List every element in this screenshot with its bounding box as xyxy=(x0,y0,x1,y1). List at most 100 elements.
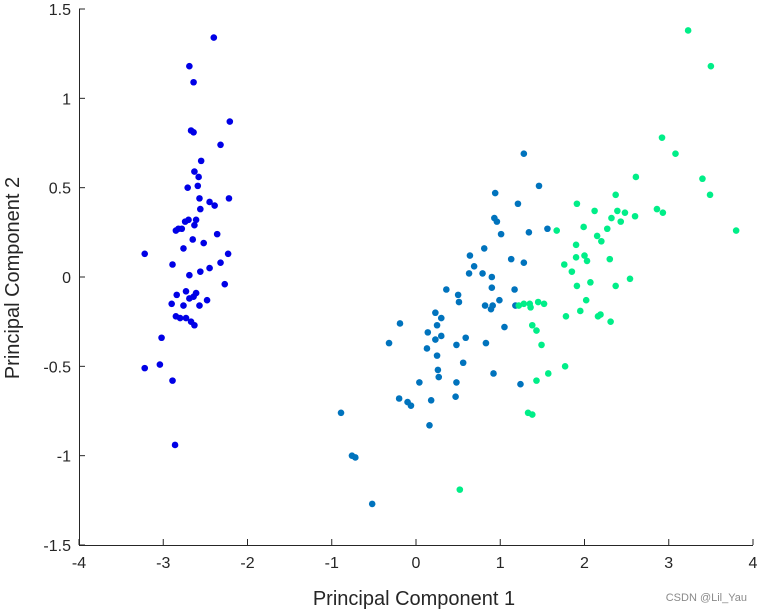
scatter-point-series-2 xyxy=(493,218,501,225)
scatter-point-series-3 xyxy=(607,318,614,325)
x-tick-label: 0 xyxy=(412,555,421,572)
scatter-point-series-3 xyxy=(587,279,594,286)
y-tick-label: 0.5 xyxy=(49,181,71,198)
scatter-point-series-3 xyxy=(572,254,580,261)
scatter-point-series-1 xyxy=(169,261,176,268)
scatter-point-series-2 xyxy=(404,398,411,406)
scatter-point-series-1 xyxy=(197,205,204,213)
scatter-point-series-1 xyxy=(171,441,179,449)
scatter-point-series-3 xyxy=(612,282,619,290)
x-tick-label: 3 xyxy=(664,555,673,572)
scatter-point-series-3 xyxy=(573,282,581,290)
scatter-point-series-2 xyxy=(466,252,474,259)
scatter-point-series-1 xyxy=(176,314,184,322)
scatter-point-series-1 xyxy=(210,34,218,41)
y-axis-ticks: -1.5 -1 -0.5 0 0.5 1 1.5 xyxy=(43,2,85,555)
scatter-point-series-1 xyxy=(194,182,202,190)
scatter-point-series-3 xyxy=(533,377,540,384)
scatter-point-series-1 xyxy=(200,239,207,247)
scatter-point-series-2 xyxy=(337,409,345,417)
x-tick-label: 1 xyxy=(496,555,505,572)
scatter-point-series-3 xyxy=(582,296,590,304)
scatter-point-series-3 xyxy=(528,411,536,418)
scatter-point-series-3 xyxy=(544,370,552,377)
scatter-point-series-1 xyxy=(195,173,202,181)
scatter-point-series-1 xyxy=(189,236,197,243)
scatter-point-series-2 xyxy=(490,370,497,377)
scatter-point-series-3 xyxy=(591,207,598,215)
scatter-point-series-1 xyxy=(196,302,203,309)
scatter-point-series-2 xyxy=(385,339,393,347)
scatter-point-series-1 xyxy=(156,361,164,368)
scatter-point-series-1 xyxy=(178,225,186,233)
x-tick-label: -1 xyxy=(325,555,339,572)
scatter-point-series-2 xyxy=(480,245,488,252)
scatter-point-series-2 xyxy=(416,379,423,386)
scatter-point-series-2 xyxy=(544,225,551,233)
scatter-point-series-1 xyxy=(182,314,190,322)
scatter-point-series-3 xyxy=(580,223,587,231)
scatter-point-series-3 xyxy=(560,261,568,268)
scatter-point-series-3 xyxy=(699,175,706,183)
axes: -4 -3 -2 -1 0 1 2 3 4 -1.5 -1 -0.5 0 0.5 1 1.5 xyxy=(43,2,757,572)
scatter-point-series-3 xyxy=(528,321,536,329)
scatter-point-series-3 xyxy=(562,313,570,320)
scatter-point-series-2 xyxy=(470,262,478,270)
scatter-point-series-3 xyxy=(659,209,667,216)
scatter-point-series-3 xyxy=(456,486,464,493)
scatter-point-series-2 xyxy=(432,336,439,343)
scatter-point-series-3 xyxy=(533,327,540,334)
scatter-point-series-3 xyxy=(581,252,588,259)
scatter-point-series-2 xyxy=(520,259,528,267)
scatter-point-series-1 xyxy=(180,245,187,252)
scatter-point-series-2 xyxy=(424,329,432,336)
scatter-point-series-2 xyxy=(443,286,450,293)
scatter-point-series-2 xyxy=(501,323,508,331)
scatter-point-series-1 xyxy=(181,218,189,225)
scatter-point-series-1 xyxy=(180,302,187,309)
scatter-point-series-2 xyxy=(481,302,489,309)
scatter-point-series-3 xyxy=(540,300,548,308)
scatter-point-series-1 xyxy=(217,259,224,267)
x-axis-ticks: -4 -3 -2 -1 0 1 2 3 4 xyxy=(72,539,758,572)
scatter-point-series-2 xyxy=(488,284,496,292)
scatter-point-series-1 xyxy=(186,271,193,279)
scatter-point-series-2 xyxy=(507,255,515,263)
scatter-point-series-2 xyxy=(497,230,505,238)
scatter-point-series-1 xyxy=(196,195,203,202)
scatter-point-series-1 xyxy=(173,291,181,299)
x-tick-label: 2 xyxy=(580,555,589,572)
scatter-point-series-3 xyxy=(614,207,621,215)
scatter-point-series-2 xyxy=(454,291,462,299)
scatter-point-series-1 xyxy=(158,334,165,342)
scatter-point-series-3 xyxy=(631,212,639,220)
scatter-point-series-2 xyxy=(462,334,470,342)
scatter-point-series-3 xyxy=(707,62,715,70)
x-tick-label: 4 xyxy=(749,555,758,572)
scatter-point-series-1 xyxy=(211,202,218,209)
scatter-point-series-2 xyxy=(491,189,499,197)
scatter-point-series-1 xyxy=(172,227,180,234)
scatter-point-series-1 xyxy=(182,287,190,295)
scatter-point-series-3 xyxy=(608,214,615,222)
y-axis-title: Principal Component 2 xyxy=(2,177,24,379)
scatter-point-series-1 xyxy=(190,128,197,136)
scatter-point-series-2 xyxy=(511,286,518,293)
scatter-point-series-3 xyxy=(732,227,740,234)
scatter-point-series-2 xyxy=(368,500,376,508)
scatter-point-series-3 xyxy=(561,363,569,370)
scatter-point-series-1 xyxy=(141,250,149,258)
scatter-point-series-3 xyxy=(653,205,661,213)
scatter-point-series-2 xyxy=(496,296,503,304)
scatter-point-series-3 xyxy=(583,257,591,265)
scatter-point-series-1 xyxy=(206,198,213,206)
watermark: CSDN @Lil_Yau xyxy=(665,592,747,604)
scatter-point-series-3 xyxy=(621,209,629,216)
scatter-point-series-1 xyxy=(203,296,211,304)
scatter-point-series-1 xyxy=(190,78,197,86)
scatter-point-series-2 xyxy=(453,341,460,349)
scatter-point-series-2 xyxy=(479,270,486,277)
scatter-point-series-1 xyxy=(184,184,191,191)
scatter-point-series-1 xyxy=(186,295,193,302)
